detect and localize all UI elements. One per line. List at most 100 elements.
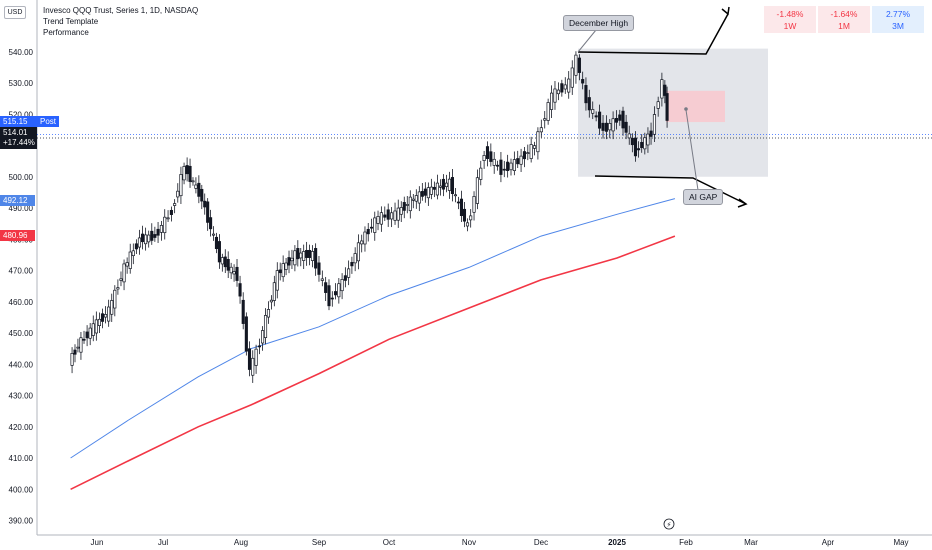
x-tick-label: 2025 bbox=[608, 538, 626, 547]
x-tick-label: Apr bbox=[822, 538, 835, 547]
perf-cell-3m: 2.77% 3M bbox=[872, 6, 924, 33]
candle-body bbox=[604, 122, 608, 132]
currency-button[interactable]: USD bbox=[4, 6, 26, 19]
post-price-tag: 515.15 bbox=[0, 116, 37, 127]
candle-body bbox=[330, 297, 334, 300]
candle-body bbox=[660, 79, 664, 99]
lower-arrow-head bbox=[737, 198, 748, 208]
candle-body bbox=[150, 230, 154, 241]
y-tick-label: 500.00 bbox=[9, 173, 34, 182]
candle-body bbox=[140, 233, 145, 243]
candle-body bbox=[261, 330, 265, 344]
x-tick-label: Dec bbox=[534, 538, 548, 547]
candle-body bbox=[594, 115, 598, 118]
candle-body bbox=[512, 159, 516, 171]
indicator-trend-template[interactable]: Trend Template bbox=[43, 17, 99, 26]
indicator-performance[interactable]: Performance bbox=[43, 28, 89, 37]
december-high-callout[interactable]: December High bbox=[563, 15, 635, 31]
candle-body bbox=[310, 251, 315, 261]
candle-body bbox=[665, 93, 669, 121]
candle-body bbox=[462, 208, 467, 222]
candle-body bbox=[191, 180, 195, 183]
candle-body bbox=[550, 92, 554, 110]
candle-body bbox=[254, 348, 258, 366]
candle-body bbox=[350, 262, 354, 267]
x-tick-label: Nov bbox=[462, 538, 476, 547]
candle-body bbox=[179, 174, 183, 197]
candle-body bbox=[485, 146, 490, 159]
y-tick-label: 470.00 bbox=[9, 267, 34, 276]
y-tick-label: 390.00 bbox=[9, 517, 34, 526]
last-price-tag: 514.01 +17.44% bbox=[0, 127, 37, 149]
candle-body bbox=[414, 195, 418, 202]
candle-body bbox=[630, 137, 634, 146]
candle-body bbox=[188, 165, 192, 182]
candle-body bbox=[584, 85, 588, 104]
candle-body bbox=[232, 271, 236, 275]
event-marker-icon bbox=[663, 518, 675, 530]
candle-body bbox=[469, 215, 473, 221]
candle-body bbox=[366, 228, 370, 235]
candle-body bbox=[652, 114, 657, 135]
post-label-tag: Post bbox=[37, 116, 60, 127]
candle-body bbox=[125, 262, 129, 267]
ai-gap-callout[interactable]: AI GAP bbox=[683, 189, 724, 205]
candle-body bbox=[85, 331, 89, 339]
candle-body bbox=[587, 97, 591, 111]
candle-body bbox=[447, 178, 451, 191]
candle-body bbox=[176, 190, 180, 198]
candle-body bbox=[637, 148, 641, 151]
candle-body bbox=[137, 237, 142, 248]
candle-body bbox=[516, 158, 520, 165]
candle-body bbox=[614, 117, 618, 123]
candle-body bbox=[529, 144, 533, 159]
candle-body bbox=[656, 101, 660, 109]
candle-body bbox=[360, 240, 364, 245]
perf-cell-1w: -1.48% 1W bbox=[764, 6, 816, 33]
candle-body bbox=[173, 203, 177, 206]
candle-body bbox=[220, 257, 224, 265]
candle-body bbox=[257, 345, 262, 348]
candle-body bbox=[423, 188, 427, 196]
candle-body bbox=[94, 319, 98, 334]
perf-value-1m: -1.64% bbox=[830, 9, 858, 19]
candle-body bbox=[278, 269, 282, 274]
candle-body bbox=[153, 234, 157, 238]
candle-body bbox=[169, 209, 173, 215]
candle-body bbox=[532, 145, 537, 149]
candle-body bbox=[122, 263, 126, 283]
candle-body bbox=[251, 357, 255, 376]
ma-slow-value: 480.96 bbox=[3, 231, 28, 240]
candle-body bbox=[76, 346, 80, 349]
lightning-icon: ⚡ bbox=[667, 521, 672, 529]
candle-body bbox=[334, 291, 338, 296]
x-tick-label: Jul bbox=[158, 538, 168, 547]
candle-body bbox=[203, 200, 207, 208]
candle-body bbox=[624, 121, 628, 133]
candle-body bbox=[272, 282, 276, 301]
december-high-pointer bbox=[577, 29, 597, 53]
candle-body bbox=[376, 216, 380, 224]
candle-body bbox=[405, 204, 409, 206]
candle-body bbox=[320, 278, 324, 281]
candle-body bbox=[386, 209, 390, 220]
candle-body bbox=[119, 278, 123, 281]
candle-body bbox=[110, 300, 114, 315]
candle-body bbox=[379, 212, 383, 225]
candle-body bbox=[465, 222, 470, 227]
candle-body bbox=[496, 164, 500, 167]
symbol-title[interactable]: Invesco QQQ Trust, Series 1, 1D, NASDAQ bbox=[43, 6, 199, 15]
candle-body bbox=[432, 186, 436, 190]
candle-body bbox=[621, 110, 625, 129]
candle-body bbox=[107, 306, 111, 322]
candle-body bbox=[402, 202, 406, 211]
candle-body bbox=[296, 248, 300, 260]
candle-body bbox=[438, 185, 442, 188]
candle-body bbox=[570, 67, 574, 88]
candle-body bbox=[472, 196, 476, 213]
candle-body bbox=[70, 353, 74, 366]
candle-body bbox=[526, 152, 530, 154]
candle-body bbox=[399, 207, 403, 215]
candle-body bbox=[324, 282, 328, 293]
